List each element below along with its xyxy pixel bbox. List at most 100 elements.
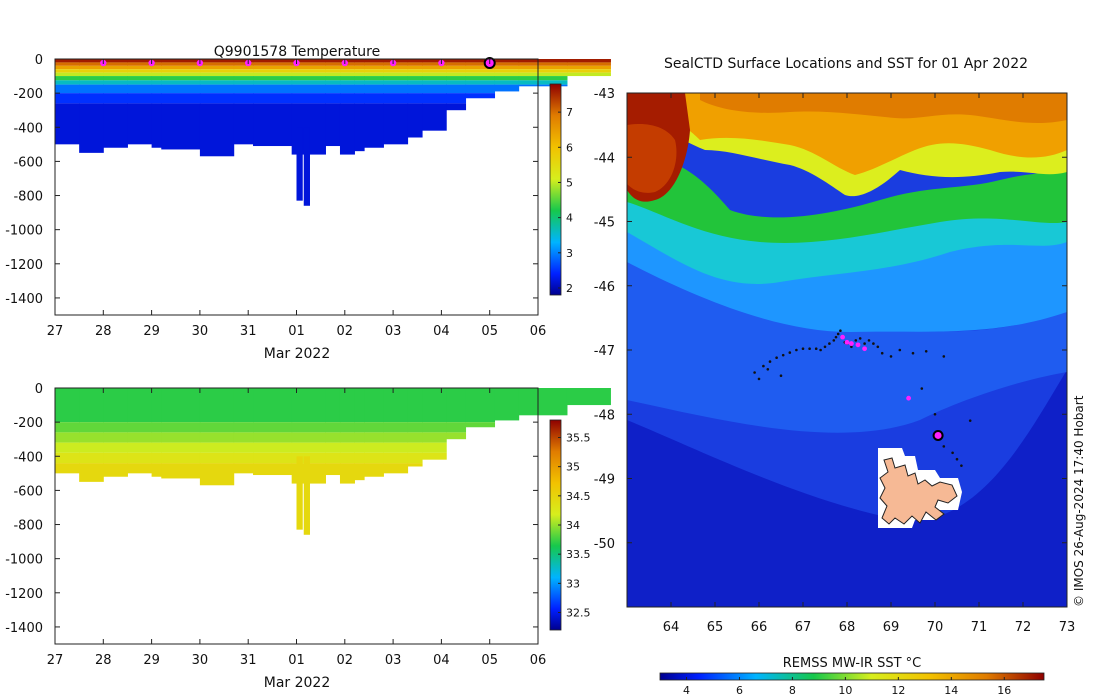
data-cell — [364, 84, 384, 94]
x-tick-label: 66 — [751, 620, 768, 635]
data-cell — [494, 76, 520, 81]
data-cell — [354, 103, 365, 152]
colorbar-tick-label: 32.5 — [566, 607, 591, 620]
data-cell — [518, 76, 568, 81]
track-point — [757, 377, 761, 381]
colorbar-tick-label: 5 — [566, 176, 573, 189]
data-cell — [407, 69, 423, 73]
salinity-colorbar: 32.5 33 33.5 34 34.5 35 35.5 — [549, 419, 591, 631]
data-cell — [55, 442, 80, 453]
y-tick-label: -400 — [13, 450, 43, 465]
data-cell — [339, 59, 355, 63]
data-cell — [364, 388, 384, 423]
x-tick-label: 65 — [707, 620, 724, 635]
sst-map-panel: SealCTD Surface Locations and SST for 01… — [594, 56, 1076, 697]
y-tick-label: -45 — [594, 216, 615, 231]
data-cell — [55, 65, 80, 70]
data-cell — [465, 388, 496, 423]
data-cell — [354, 65, 365, 70]
data-cell — [407, 93, 423, 104]
track-point — [753, 371, 756, 374]
data-cell — [446, 432, 467, 440]
map-colorbar-ticks: 4 6 8 10 12 14 16 — [683, 677, 1011, 697]
data-cell — [199, 62, 235, 66]
x-tick-label: 28 — [95, 653, 112, 668]
temperature-title: Q9901578 Temperature — [214, 44, 381, 60]
track-point — [766, 367, 770, 371]
y-tick-label: 0 — [35, 53, 43, 68]
data-cell — [79, 93, 104, 104]
data-cell — [291, 59, 326, 63]
float-track — [753, 329, 972, 467]
data-cell — [103, 80, 128, 85]
data-cell — [253, 452, 293, 464]
data-cell — [291, 62, 326, 66]
track-point — [801, 347, 805, 351]
y-tick-label: -1400 — [5, 292, 43, 307]
data-cell — [325, 93, 341, 104]
surface-location-marker — [849, 341, 854, 346]
data-cell — [364, 69, 384, 73]
x-tick-label: 05 — [481, 653, 498, 668]
track-point — [942, 445, 946, 448]
track-point — [872, 342, 875, 345]
data-cell — [325, 65, 341, 70]
data-cell — [465, 72, 496, 77]
data-cell — [161, 452, 201, 464]
data-cell — [407, 84, 423, 94]
deep-profile-spike — [303, 456, 310, 535]
data-cell — [354, 69, 365, 73]
data-cell — [383, 93, 409, 104]
data-cell — [55, 69, 80, 73]
data-cell — [161, 463, 201, 479]
data-cell — [325, 76, 341, 81]
data-cell — [518, 388, 568, 416]
data-cell — [79, 442, 104, 453]
track-point — [955, 457, 959, 461]
data-cell — [151, 463, 162, 477]
data-cell — [291, 84, 326, 94]
data-cell — [233, 388, 254, 423]
data-cell — [161, 59, 201, 63]
data-cell — [364, 72, 384, 77]
data-cell — [325, 62, 341, 66]
data-cell — [103, 59, 128, 63]
data-cell — [79, 76, 104, 81]
y-tick-label: -200 — [13, 87, 43, 102]
copyright-credit: © IMOS 26-Aug-2024 17:40 Hobart — [1072, 395, 1086, 607]
sst-warm-core-inner — [627, 123, 677, 193]
data-cell — [446, 72, 467, 77]
data-cell — [199, 84, 235, 94]
track-point — [839, 329, 842, 333]
x-tick-label: 03 — [385, 324, 402, 339]
data-cell — [199, 80, 235, 85]
track-point — [951, 451, 954, 455]
x-tick-label: 30 — [192, 324, 209, 339]
y-tick-label: -50 — [594, 537, 615, 552]
data-cell — [325, 69, 341, 73]
data-cell — [291, 80, 326, 85]
data-cell — [291, 442, 326, 453]
data-cell — [354, 452, 365, 464]
data-cell — [253, 84, 293, 94]
colorbar-tick-label: 16 — [997, 684, 1011, 697]
data-cell — [127, 103, 153, 145]
data-cell — [383, 422, 409, 433]
data-cell — [422, 93, 447, 104]
temperature-colorbar-ramp — [549, 83, 562, 296]
track-point — [942, 355, 946, 358]
temperature-x-ticks: 27 28 29 30 31 01 02 03 04 05 06 — [47, 59, 546, 339]
temperature-colorbar: 2 3 4 5 6 7 — [549, 83, 573, 296]
data-cell — [103, 72, 128, 77]
data-cell — [161, 84, 201, 94]
data-cell — [422, 442, 447, 453]
track-point — [898, 348, 902, 352]
data-cell — [161, 65, 201, 70]
data-cell — [291, 93, 326, 104]
deep-profile-spike — [296, 127, 303, 201]
data-cell — [407, 432, 423, 443]
data-cell — [407, 103, 423, 138]
data-cell — [494, 59, 520, 63]
sst-deep-south-zone — [627, 370, 1067, 607]
salinity-colorbar-ticks: 32.5 33 33.5 34 34.5 35 35.5 — [558, 432, 591, 620]
